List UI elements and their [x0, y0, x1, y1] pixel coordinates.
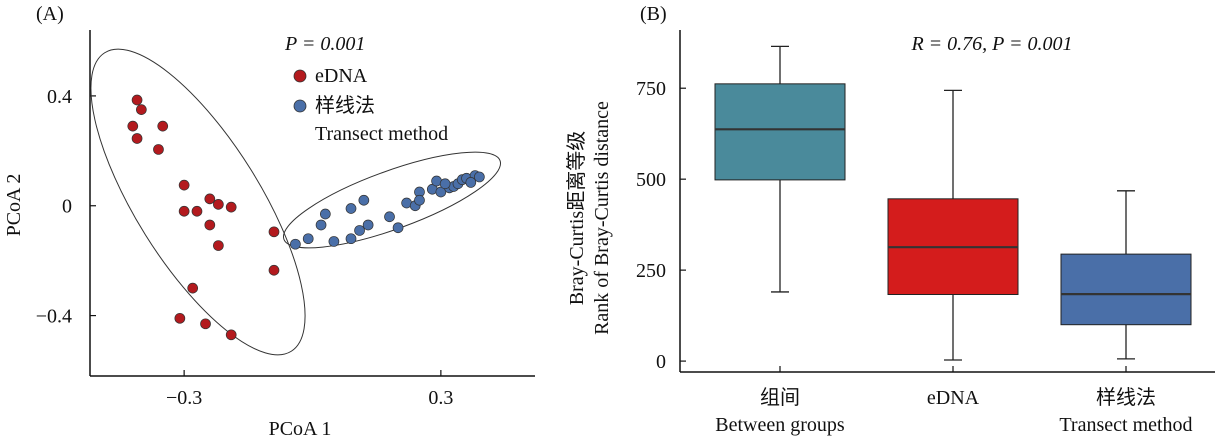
panel-b-ytick-label: 0 [656, 351, 666, 373]
edna-point [178, 179, 190, 191]
transect-point [345, 233, 357, 245]
transect-point [319, 208, 331, 220]
panel-a-ytick-label: −0.4 [36, 306, 72, 328]
edna-point [157, 120, 169, 132]
edna-point [174, 312, 186, 324]
edna-point [178, 205, 190, 217]
panel-a: (A) −0.3 0.3 0.4 0 −0.4 PCoA 1 PCoA 2 P = 0.… [3, 3, 535, 440]
panel-b-ytick-label: 500 [636, 169, 666, 191]
panel-a-points [127, 94, 485, 341]
transect-point [414, 194, 425, 206]
legend-edna-marker [293, 69, 307, 83]
box-1 [714, 45, 846, 293]
panel-b-xtick-label: 样线法 [1096, 386, 1156, 409]
transect-point [474, 171, 485, 183]
box-body [1060, 253, 1192, 326]
panel-b-label: (B) [640, 3, 667, 25]
panel-b-xtick-label-en: Between groups [715, 414, 845, 436]
panel-b-xtick-labels: 组间 Between groups eDNA 样线法 Transect method [715, 386, 1192, 436]
panel-a-ytick-label: 0.4 [47, 86, 72, 108]
box-3 [1060, 190, 1192, 360]
panel-b-ytick-label: 250 [636, 260, 666, 282]
transect-point [345, 203, 357, 214]
legend: eDNA 样线法 Transect method [293, 65, 448, 145]
panel-b-annotation: R = 0.76, P = 0.001 [910, 33, 1072, 55]
panel-b-ylabel-en: Rank of Bray-Curtis distance [591, 101, 613, 335]
edna-point [153, 144, 164, 155]
edna-point [187, 282, 199, 294]
transect-point [439, 178, 451, 190]
transect-point [362, 219, 374, 231]
panel-a-annotation: P = 0.001 [284, 33, 365, 55]
edna-point [268, 264, 280, 276]
transect-point [302, 233, 314, 245]
edna-point [213, 199, 224, 210]
panel-a-xtick-label: 0.3 [428, 387, 453, 409]
box-body [714, 83, 846, 181]
edna-ellipse [90, 48, 306, 356]
legend-transect-label: 样线法 [315, 94, 375, 117]
panel-b-ylabel: Bray-Curtis距离等级 [565, 131, 588, 305]
transect-point [354, 225, 365, 236]
panel-b-xtick-label-en: Transect method [1059, 414, 1192, 436]
edna-point [135, 104, 147, 115]
transect-point [358, 194, 370, 206]
panel-b-xtick-label: 组间 [760, 386, 800, 409]
box-2 [887, 89, 1019, 361]
panel-b-xtick-label: eDNA [927, 387, 980, 409]
transect-point [290, 238, 301, 250]
panel-b-ticks: 0 250 500 750 [636, 78, 1127, 373]
transect-point [384, 211, 395, 223]
edna-point [213, 240, 224, 251]
transect-point [315, 219, 327, 231]
edna-point [127, 120, 139, 132]
transect-point [435, 186, 447, 198]
panel-a-xlabel: PCoA 1 [269, 418, 332, 440]
panel-a-axes [89, 30, 535, 377]
panel-a-ytick-label: 0 [62, 196, 72, 218]
edna-point [200, 318, 211, 330]
transect-point [392, 222, 404, 234]
panel-b-boxes [714, 45, 1192, 361]
panel-a-ylabel: PCoA 2 [3, 174, 25, 237]
edna-point [204, 193, 216, 205]
transect-ellipse [282, 151, 502, 249]
edna-point [225, 329, 237, 341]
transect-point [328, 236, 340, 247]
panel-b: (B) 0 250 500 750 组间 Between groups eDNA 样线法 Tr… [565, 3, 1215, 436]
transect-point [465, 177, 477, 188]
panel-a-xtick-label: −0.3 [166, 387, 202, 409]
edna-point [268, 226, 280, 238]
panel-b-ytick-label: 750 [636, 78, 666, 100]
panel-a-label: (A) [36, 3, 64, 25]
edna-point [225, 201, 237, 213]
edna-point [131, 94, 143, 106]
edna-point [131, 133, 143, 144]
panel-a-ticks: −0.3 0.3 0.4 0 −0.4 [36, 86, 454, 409]
edna-point [204, 219, 216, 231]
legend-edna-label: eDNA [315, 65, 368, 87]
edna-point [191, 205, 203, 217]
legend-transect-marker [293, 99, 307, 113]
legend-transect-label-en: Transect method [315, 123, 448, 145]
